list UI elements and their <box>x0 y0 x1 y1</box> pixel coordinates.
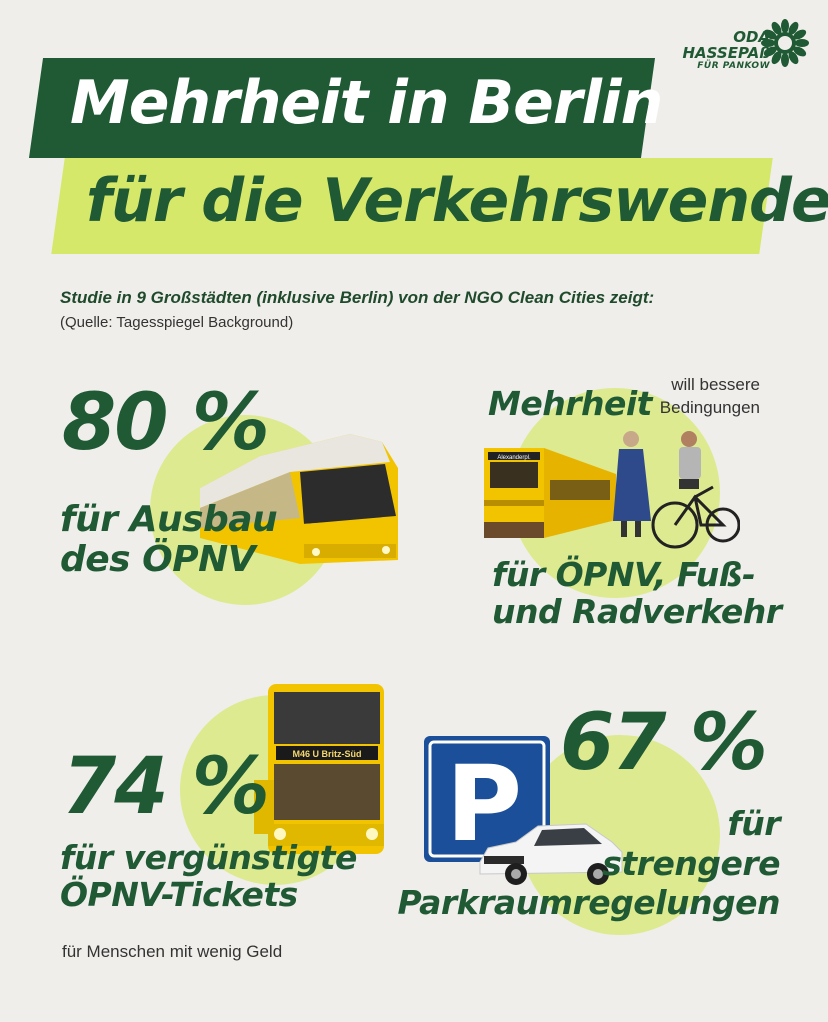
double-decker-bus-image: M46 U Britz-Süd <box>254 684 384 854</box>
ubahn-destination-sign: Alexanderpl. <box>497 455 531 461</box>
stat-majority-aside-line2: Bedingungen <box>659 397 760 417</box>
stat-majority-label: für ÖPNV, Fuß- und Radverkehr <box>492 555 782 631</box>
logo-text: ODA HASSEPAß FÜR PANKOW <box>682 28 771 71</box>
car-image <box>479 823 623 885</box>
stat-80-label-line1: für Ausbau <box>60 499 278 540</box>
stat-80-label-line2: des ÖPNV <box>60 539 256 581</box>
stat-majority-aside: will bessere Bedingungen <box>636 374 760 420</box>
stat-67-label-line2: strengere <box>602 843 780 883</box>
page-title-line1: Mehrheit in Berlin <box>70 68 663 138</box>
stat-74-value: 74 % <box>62 742 270 832</box>
logo-name-first: ODA <box>733 28 770 46</box>
pedestrian-and-cyclist-image <box>613 431 740 549</box>
parking-sign-image: P <box>424 736 550 865</box>
stat-67-label-line3: Parkraumregelungen <box>397 883 781 923</box>
stat-74-label: für vergünstigte ÖPNV-Tickets <box>60 838 357 914</box>
stat-74-label-line2: ÖPNV-Tickets <box>60 874 298 914</box>
tram-image <box>200 434 398 564</box>
stat-80-value: 80 % <box>62 378 270 468</box>
sunflower-logo-icon <box>761 19 809 67</box>
logo-name-last: HASSEPAß <box>682 43 771 62</box>
study-subtitle: Studie in 9 Großstädten (inklusive Berli… <box>60 288 655 307</box>
parking-sign-graphic: P <box>428 740 546 865</box>
logo-tagline: FÜR PANKOW <box>697 60 770 71</box>
stat-80-label: für Ausbau des ÖPNV <box>60 499 278 581</box>
ubahn-train-image: Alexanderpl. <box>484 448 616 538</box>
stat-74-note: für Menschen mit wenig Geld <box>62 942 283 961</box>
bus-destination-sign: M46 U Britz-Süd <box>292 749 361 759</box>
source-note: (Quelle: Tagesspiegel Background) <box>60 314 294 331</box>
stat-majority-value: Mehrheit <box>488 384 652 423</box>
stat-67-label: für strengere Parkraumregelungen <box>397 804 781 923</box>
stat-majority-aside-line1: will bessere <box>671 375 760 394</box>
stat-majority-label-line2: und Radverkehr <box>492 591 782 631</box>
stat-67-label-line1: für <box>727 804 780 843</box>
stat-67-value: 67 % <box>560 698 768 788</box>
stat-74-label-line1: für vergünstigte <box>60 838 357 877</box>
stat-majority-label-line1: für ÖPNV, Fuß- <box>492 555 756 594</box>
page-title-line2: für die Verkehrswende <box>86 166 828 236</box>
